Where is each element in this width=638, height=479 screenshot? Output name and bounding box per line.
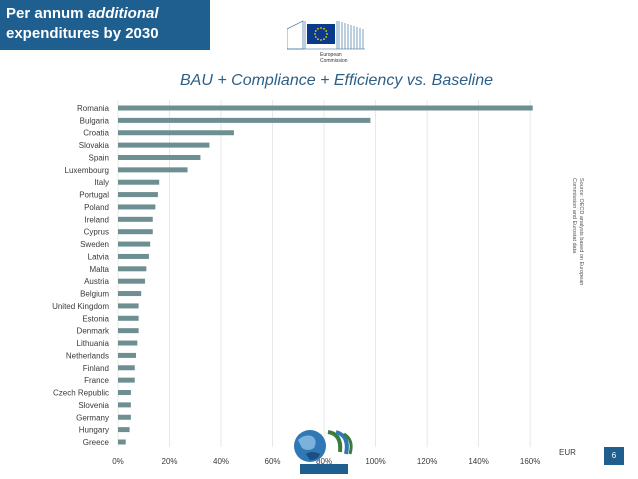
source-note: Source: OECD analysis based on European … — [570, 178, 584, 285]
bar — [118, 352, 137, 358]
x-tick-label: 160% — [520, 457, 540, 466]
category-label: Netherlands — [66, 351, 109, 360]
category-label: Luxembourg — [65, 166, 109, 175]
category-label: Poland — [84, 203, 109, 212]
x-tick-label: 0% — [112, 457, 124, 466]
eu-star-icon — [323, 38, 325, 41]
eu-star-icon — [323, 27, 325, 30]
bar — [118, 377, 135, 383]
category-label: Lithuania — [77, 339, 110, 348]
category-label: Slovenia — [78, 401, 109, 410]
ec-text-line1: European — [320, 52, 342, 58]
ec-text-line2: Commission — [320, 58, 348, 64]
category-label: Belgium — [80, 290, 109, 299]
category-label: Romania — [77, 104, 110, 113]
category-label: Portugal — [79, 191, 109, 200]
ec-logo-text: European Commission — [320, 52, 348, 64]
x-tick-label: 80% — [316, 457, 332, 466]
eu-star-icon — [325, 36, 328, 38]
bar — [118, 229, 153, 235]
bar — [118, 204, 156, 210]
bar — [118, 192, 158, 198]
category-label: Finland — [83, 364, 109, 373]
category-label: Czech Republic — [53, 389, 109, 398]
bar — [118, 328, 139, 334]
bar — [118, 266, 147, 272]
eu-star-icon — [326, 33, 328, 35]
bar — [118, 216, 153, 222]
chart-bars — [118, 105, 533, 445]
eu-star-icon — [314, 30, 317, 32]
category-label: Bulgaria — [80, 116, 110, 125]
bar — [118, 179, 160, 185]
category-label: United Kingdom — [52, 302, 109, 311]
bar — [118, 439, 126, 445]
eu-star-icon — [314, 33, 316, 35]
eu-star-icon — [314, 36, 317, 38]
category-label: Estonia — [82, 314, 109, 323]
x-tick-label: 40% — [213, 457, 229, 466]
oecd-logo — [294, 430, 353, 474]
chart-category-labels: Romania Bulgaria Croatia Slovakia Spain Luxem… — [52, 104, 110, 447]
bar — [118, 154, 201, 160]
eu-star-icon — [317, 38, 319, 41]
category-label: Hungary — [79, 426, 109, 435]
header-band: Per annum additional expenditures by 203… — [0, 0, 210, 50]
bar — [118, 340, 138, 346]
chart-grid — [117, 100, 531, 447]
title-prefix: Per annum — [6, 5, 88, 22]
source-line1: Source: OECD analysis based on European — [578, 178, 584, 286]
x-tick-label: 100% — [365, 457, 385, 466]
category-label: Italy — [94, 178, 109, 187]
chart-x-ticks: 0% 20% 40% 60% 80% 100% 120% 140% 160% — [112, 457, 540, 466]
category-label: Croatia — [83, 129, 109, 138]
category-label: Malta — [89, 265, 109, 274]
eu-star-icon — [325, 30, 328, 32]
x-tick-label: 120% — [417, 457, 437, 466]
eu-star-icon — [320, 39, 322, 41]
category-label: Denmark — [77, 327, 110, 336]
bar — [118, 241, 151, 247]
bar — [118, 142, 210, 148]
bar — [118, 402, 131, 408]
category-label: Ireland — [85, 215, 109, 224]
header: Per annum additional expenditures by 203… — [0, 0, 638, 64]
bar — [118, 365, 135, 371]
bar — [118, 291, 142, 297]
category-label: Austria — [84, 277, 109, 286]
category-label: Sweden — [80, 240, 109, 249]
bar — [118, 130, 234, 136]
bar — [118, 117, 371, 123]
unit-label: EUR — [559, 448, 576, 457]
eu-star-icon — [317, 27, 319, 30]
bar — [118, 278, 146, 284]
title-emphasis: additional — [87, 5, 159, 22]
bar — [118, 253, 149, 259]
source-line2: Commission and Eurostat data — [571, 178, 577, 254]
category-label: Spain — [89, 153, 109, 162]
bar — [118, 315, 139, 321]
bar — [118, 427, 130, 433]
x-tick-label: 140% — [468, 457, 488, 466]
bar — [118, 167, 188, 173]
category-label: Latvia — [88, 252, 110, 261]
bar — [118, 414, 131, 420]
page-number: 6 — [604, 447, 624, 465]
eu-star-icon — [320, 27, 322, 29]
x-tick-label: 20% — [162, 457, 178, 466]
bar — [118, 303, 139, 309]
european-commission-logo — [287, 20, 365, 50]
title-line2: expenditures by 2030 — [6, 25, 159, 42]
bar — [118, 390, 131, 396]
bar — [118, 105, 533, 111]
x-tick-label: 60% — [265, 457, 281, 466]
category-label: Cyprus — [84, 228, 109, 237]
category-label: Germany — [76, 413, 109, 422]
slide-title: Per annum additional expenditures by 203… — [6, 4, 159, 44]
chart-title: BAU + Compliance + Efficiency vs. Baseli… — [180, 72, 494, 89]
category-label: Greece — [83, 438, 110, 447]
category-label: France — [84, 376, 109, 385]
category-label: Slovakia — [79, 141, 110, 150]
